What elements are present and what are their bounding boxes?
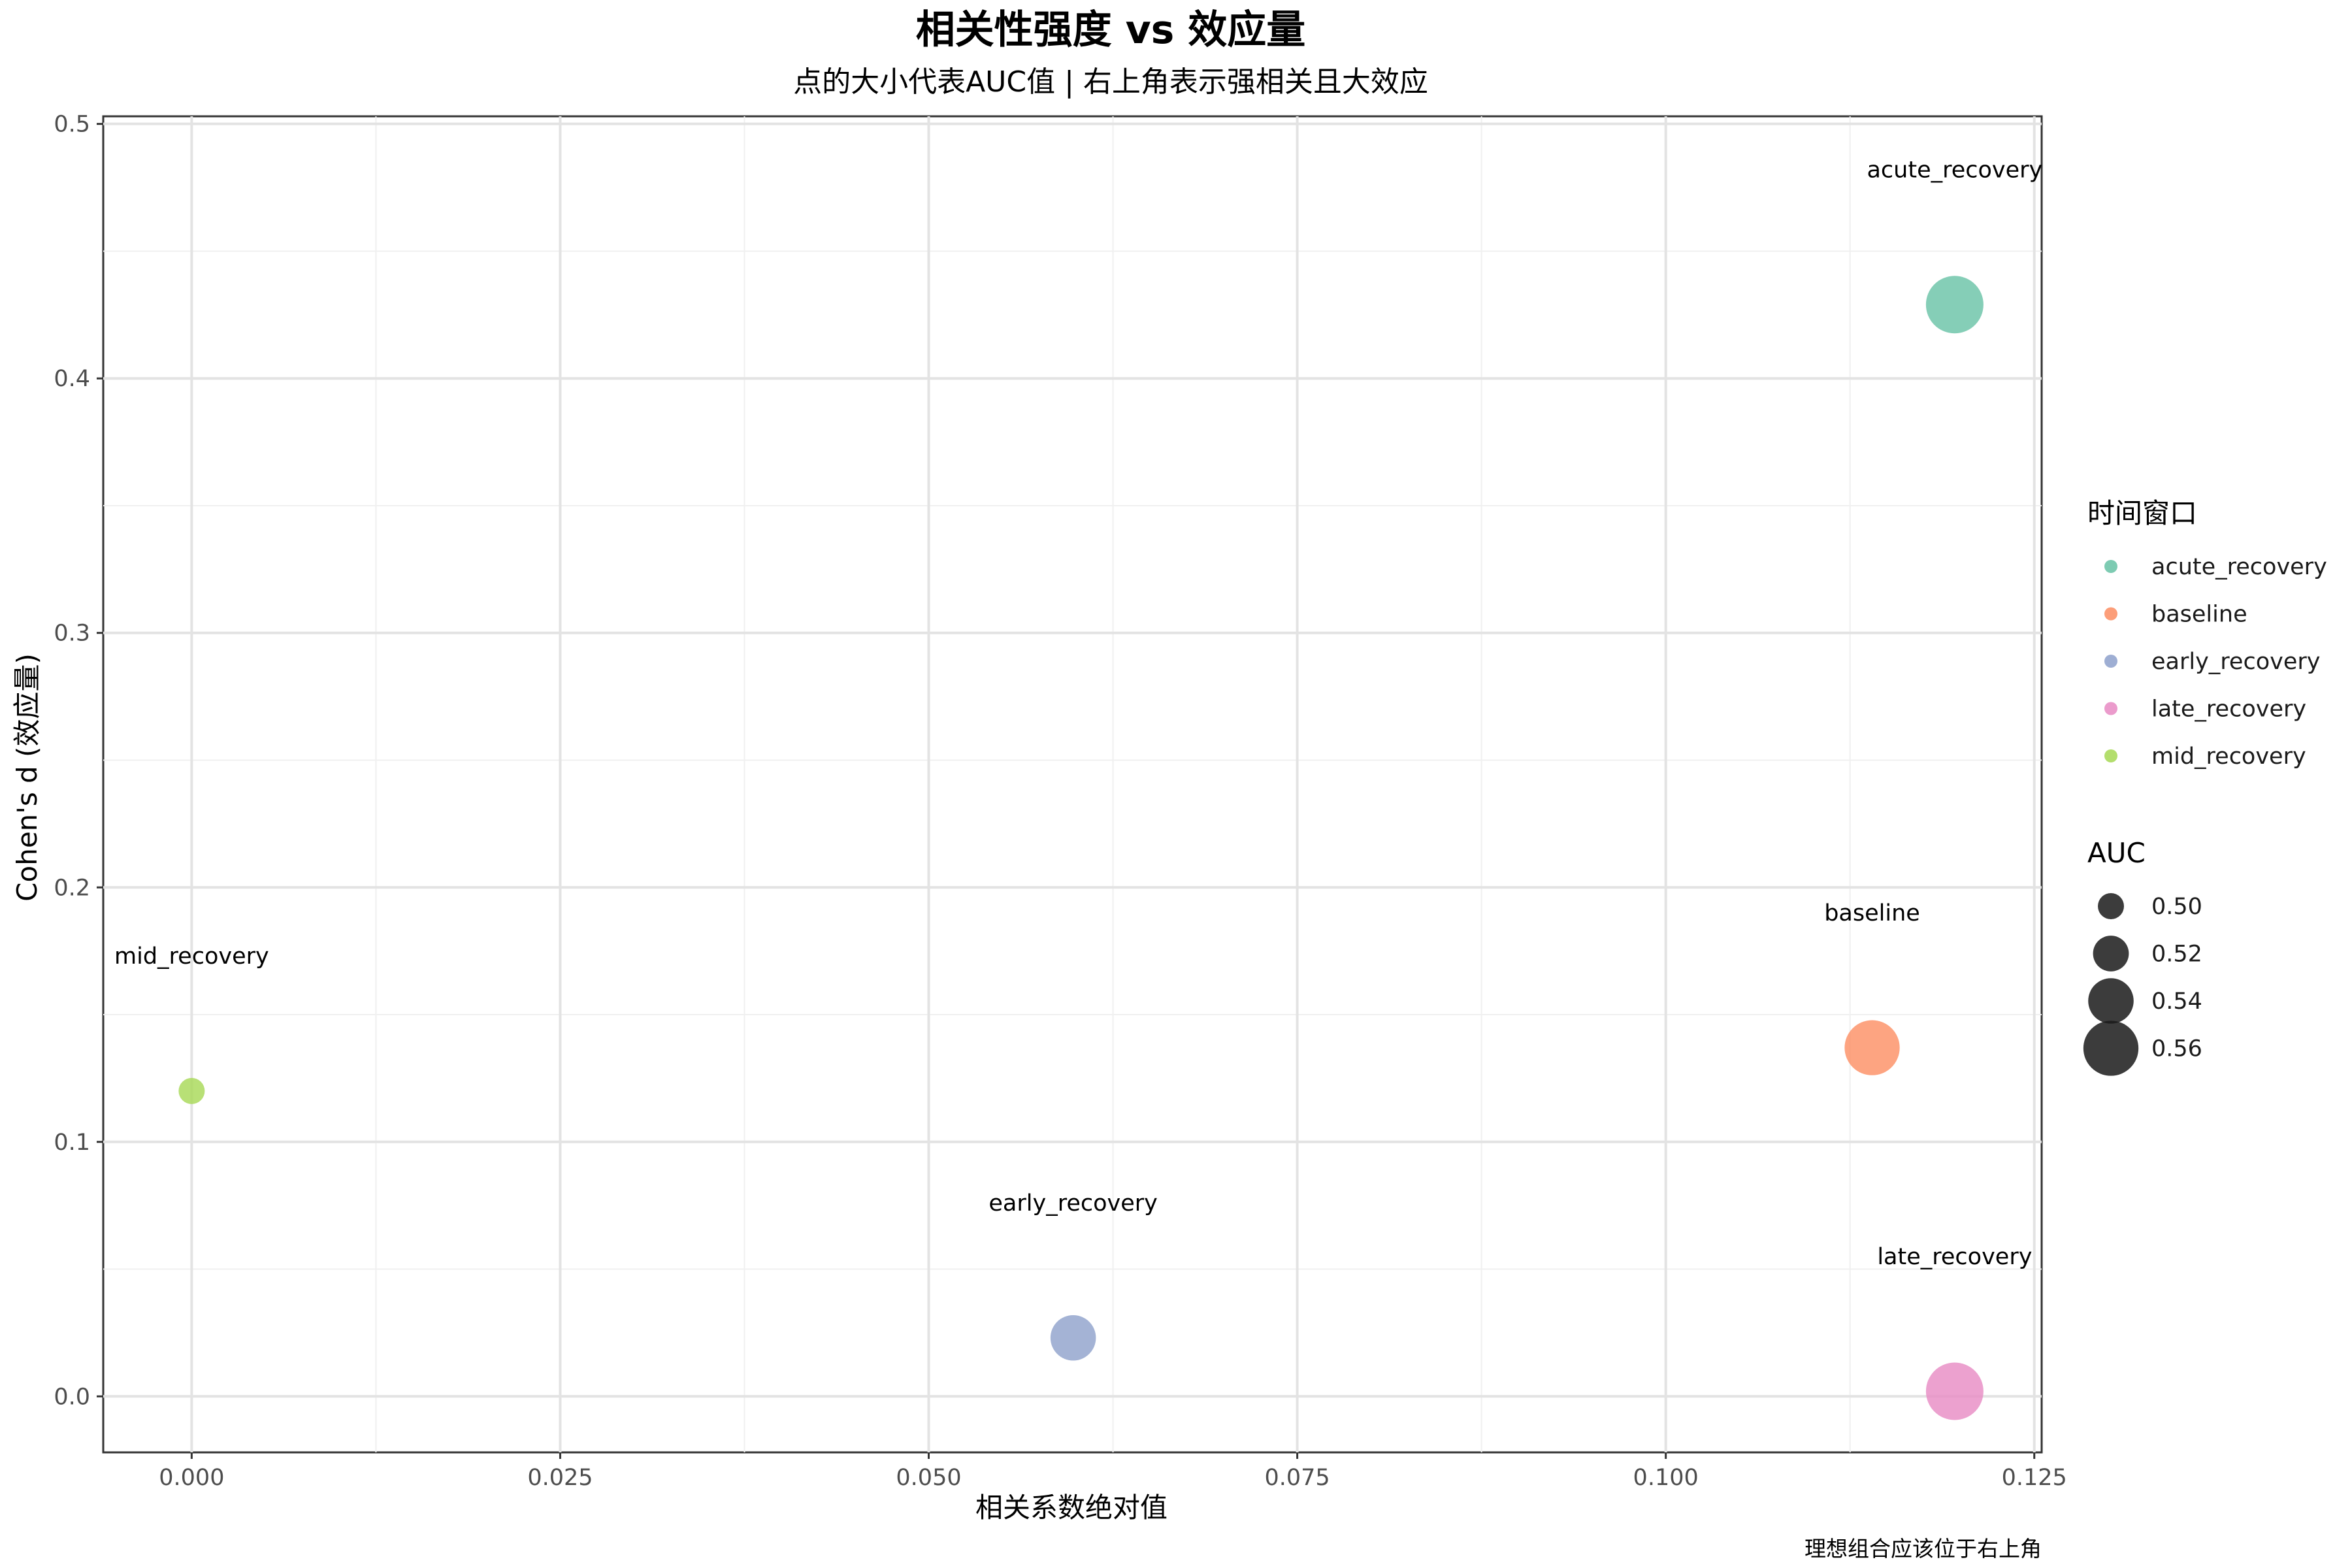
point-label-late_recovery: late_recovery <box>1877 1244 2032 1270</box>
legend-key-baseline <box>2104 607 2117 621</box>
x-tick-label: 0.075 <box>1264 1465 1330 1491</box>
chart-subtitle: 点的大小代表AUC值 | 右上角表示强相关且大效应 <box>793 65 1428 99</box>
legend-label-late_recovery: late_recovery <box>2151 696 2306 723</box>
data-point-early_recovery <box>1050 1315 1096 1361</box>
legend-label-early_recovery: early_recovery <box>2151 649 2320 675</box>
data-point-mid_recovery <box>178 1077 205 1104</box>
point-label-early_recovery: early_recovery <box>988 1190 1157 1217</box>
size-legend: AUC 0.50 0.52 0.54 0.56 <box>2083 837 2202 1076</box>
x-tick-label: 0.100 <box>1633 1465 1699 1491</box>
size-legend-key <box>2098 893 2124 919</box>
y-tick-label: 0.4 <box>54 366 90 392</box>
size-legend-label: 0.56 <box>2151 1036 2202 1062</box>
x-axis-title: 相关系数绝对值 <box>975 1492 1168 1524</box>
y-tick-label: 0.1 <box>54 1130 90 1156</box>
point-labels: acute_recovery baseline early_recoverylate… <box>114 157 2042 1269</box>
size-legend-label: 0.52 <box>2151 941 2202 968</box>
legend-label-mid_recovery: mid_recovery <box>2151 743 2306 770</box>
legend-label-baseline: baseline <box>2151 602 2247 628</box>
y-tick-label: 0.5 <box>54 112 90 138</box>
data-point-late_recovery <box>1925 1362 1984 1420</box>
point-label-baseline: baseline <box>1824 900 1920 926</box>
size-legend-key <box>2088 978 2134 1024</box>
size-legend-label: 0.54 <box>2151 988 2202 1015</box>
point-label-mid_recovery: mid_recovery <box>114 943 269 970</box>
legend-key-mid_recovery <box>2104 749 2117 762</box>
x-tick-label: 0.125 <box>2002 1465 2067 1491</box>
data-points <box>178 276 1984 1420</box>
legend-key-late_recovery <box>2104 702 2117 715</box>
x-axis: 0.000 0.025 0.050 0.075 0.100 0.125 <box>159 1452 2067 1491</box>
size-legend-key <box>2083 1021 2139 1076</box>
panel-background <box>103 116 2042 1452</box>
y-tick-label: 0.0 <box>54 1384 90 1410</box>
size-legend-label: 0.50 <box>2151 894 2202 920</box>
legend-key-early_recovery <box>2104 655 2117 668</box>
grid-lines <box>103 116 2042 1452</box>
size-legend-title: AUC <box>2087 837 2146 869</box>
color-legend-title: 时间窗口 <box>2087 497 2197 529</box>
y-axis-title: Cohen's d (效应量) <box>11 653 43 902</box>
chart-title: 相关性强度 vs 效应量 <box>916 7 1306 53</box>
y-axis: 0.0 0.1 0.2 0.3 0.4 0.5 <box>54 112 103 1410</box>
x-tick-label: 0.050 <box>896 1465 961 1491</box>
x-tick-label: 0.025 <box>527 1465 593 1491</box>
panel-border <box>102 115 2043 1454</box>
point-label-acute_recovery: acute_recovery <box>1867 157 2042 183</box>
x-tick-label: 0.000 <box>159 1465 224 1491</box>
size-legend-key <box>2093 936 2129 972</box>
y-tick-label: 0.2 <box>54 875 90 901</box>
legend-label-acute_recovery: acute_recovery <box>2151 554 2327 580</box>
y-tick-label: 0.3 <box>54 621 90 647</box>
data-point-baseline <box>1844 1020 1900 1075</box>
color-legend: 时间窗口 acute_recovery baseline early_recover… <box>2087 497 2327 770</box>
plot-panel <box>102 115 2043 1454</box>
chart-caption: 理想组合应该位于右上角 <box>1805 1536 2042 1561</box>
data-point-acute_recovery <box>1925 276 1984 334</box>
legend-key-acute_recovery <box>2104 560 2117 573</box>
